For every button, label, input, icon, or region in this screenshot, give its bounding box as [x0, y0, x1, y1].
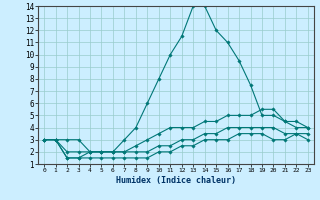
X-axis label: Humidex (Indice chaleur): Humidex (Indice chaleur)	[116, 176, 236, 185]
